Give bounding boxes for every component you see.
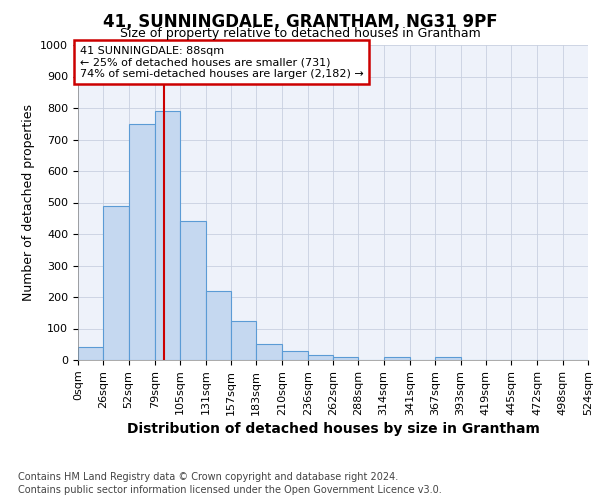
Bar [180, 222, 206, 360]
Bar [205, 290, 231, 360]
Text: Size of property relative to detached houses in Grantham: Size of property relative to detached ho… [119, 28, 481, 40]
Bar [435, 358, 461, 360]
Bar [333, 357, 358, 360]
Text: 41 SUNNINGDALE: 88sqm
← 25% of detached houses are smaller (731)
74% of semi-det: 41 SUNNINGDALE: 88sqm ← 25% of detached … [80, 46, 364, 79]
Bar [128, 124, 155, 360]
Text: 41, SUNNINGDALE, GRANTHAM, NG31 9PF: 41, SUNNINGDALE, GRANTHAM, NG31 9PF [103, 12, 497, 30]
Text: Contains public sector information licensed under the Open Government Licence v3: Contains public sector information licen… [18, 485, 442, 495]
Bar [103, 206, 128, 360]
Bar [78, 348, 103, 360]
Text: Contains HM Land Registry data © Crown copyright and database right 2024.: Contains HM Land Registry data © Crown c… [18, 472, 398, 482]
Bar [383, 358, 410, 360]
Y-axis label: Number of detached properties: Number of detached properties [22, 104, 35, 301]
Bar [308, 356, 333, 360]
Bar [155, 111, 180, 360]
Bar [256, 344, 283, 360]
Bar [231, 320, 256, 360]
Text: Distribution of detached houses by size in Grantham: Distribution of detached houses by size … [127, 422, 539, 436]
Bar [283, 352, 308, 360]
